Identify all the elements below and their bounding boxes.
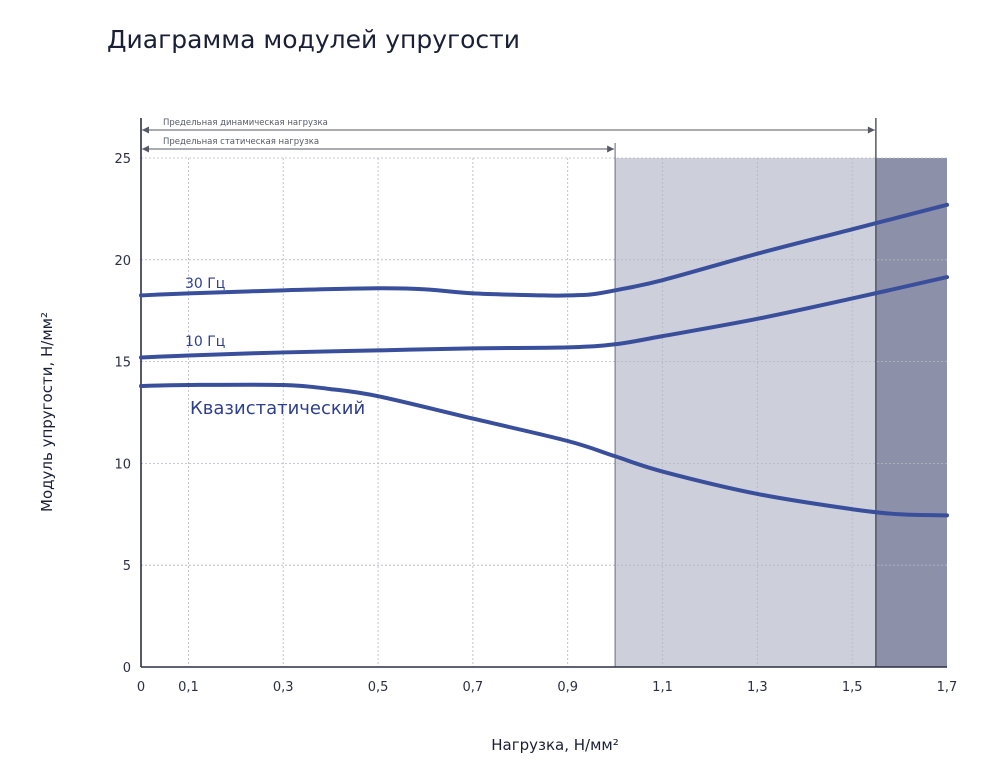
chart-title: Диаграмма модулей упругости [107,25,520,54]
range-label: Предельная статическая нагрузка [163,137,319,147]
x-tick-label: 1,5 [842,680,863,695]
x-axis-label: Нагрузка, Н/мм² [491,736,619,754]
axes [140,118,947,668]
series-line-0 [139,202,949,298]
y-tick-label: 0 [123,661,131,676]
limit-range-arrows: Предельная динамическая нагрузка Предельн… [142,118,875,153]
range-arrow-head-right [867,126,875,134]
x-tick-labels: 0 0,1 0,3 0,5 0,7 0,9 1,1 1,3 1,5 1,7 [137,680,957,695]
x-tick-label: 1,3 [747,680,768,695]
x-tick-label: 0,1 [178,680,199,695]
y-tick-labels: 0 5 10 15 20 25 [114,152,131,676]
series-label-30hz: 30 Гц [185,276,225,292]
x-tick-label: 0,3 [273,680,294,695]
series-label-quasistatic: Квазистатический [190,398,365,419]
range-arrow-head-right [607,145,615,153]
limit-lines [614,118,877,667]
dynamic-load-zone [875,158,947,667]
range-arrow-head-left [142,126,149,134]
y-tick-label: 20 [114,254,131,269]
x-tick-label: 1,7 [937,680,958,695]
x-tick-label: 1,1 [652,680,673,695]
y-tick-label: 25 [114,152,131,167]
y-tick-label: 15 [114,356,131,371]
series-label-10hz: 10 Гц [185,334,225,350]
y-axis-label: Модуль упругости, Н/мм² [38,312,56,512]
series-lines [139,202,949,518]
x-tick-label: 0,5 [368,680,389,695]
load-zones [615,158,947,667]
x-tick-label: 0 [137,680,145,695]
grid-lines [141,157,947,667]
static-load-zone [615,158,876,667]
x-tick-label: 0,9 [557,680,578,695]
x-tick-label: 0,7 [463,680,484,695]
range-arrow-head-left [142,145,149,153]
y-tick-label: 10 [114,457,131,472]
series-line-1 [139,275,949,360]
range-label: Предельная динамическая нагрузка [163,118,328,128]
series-line-2 [139,382,949,518]
y-tick-label: 5 [123,559,131,574]
